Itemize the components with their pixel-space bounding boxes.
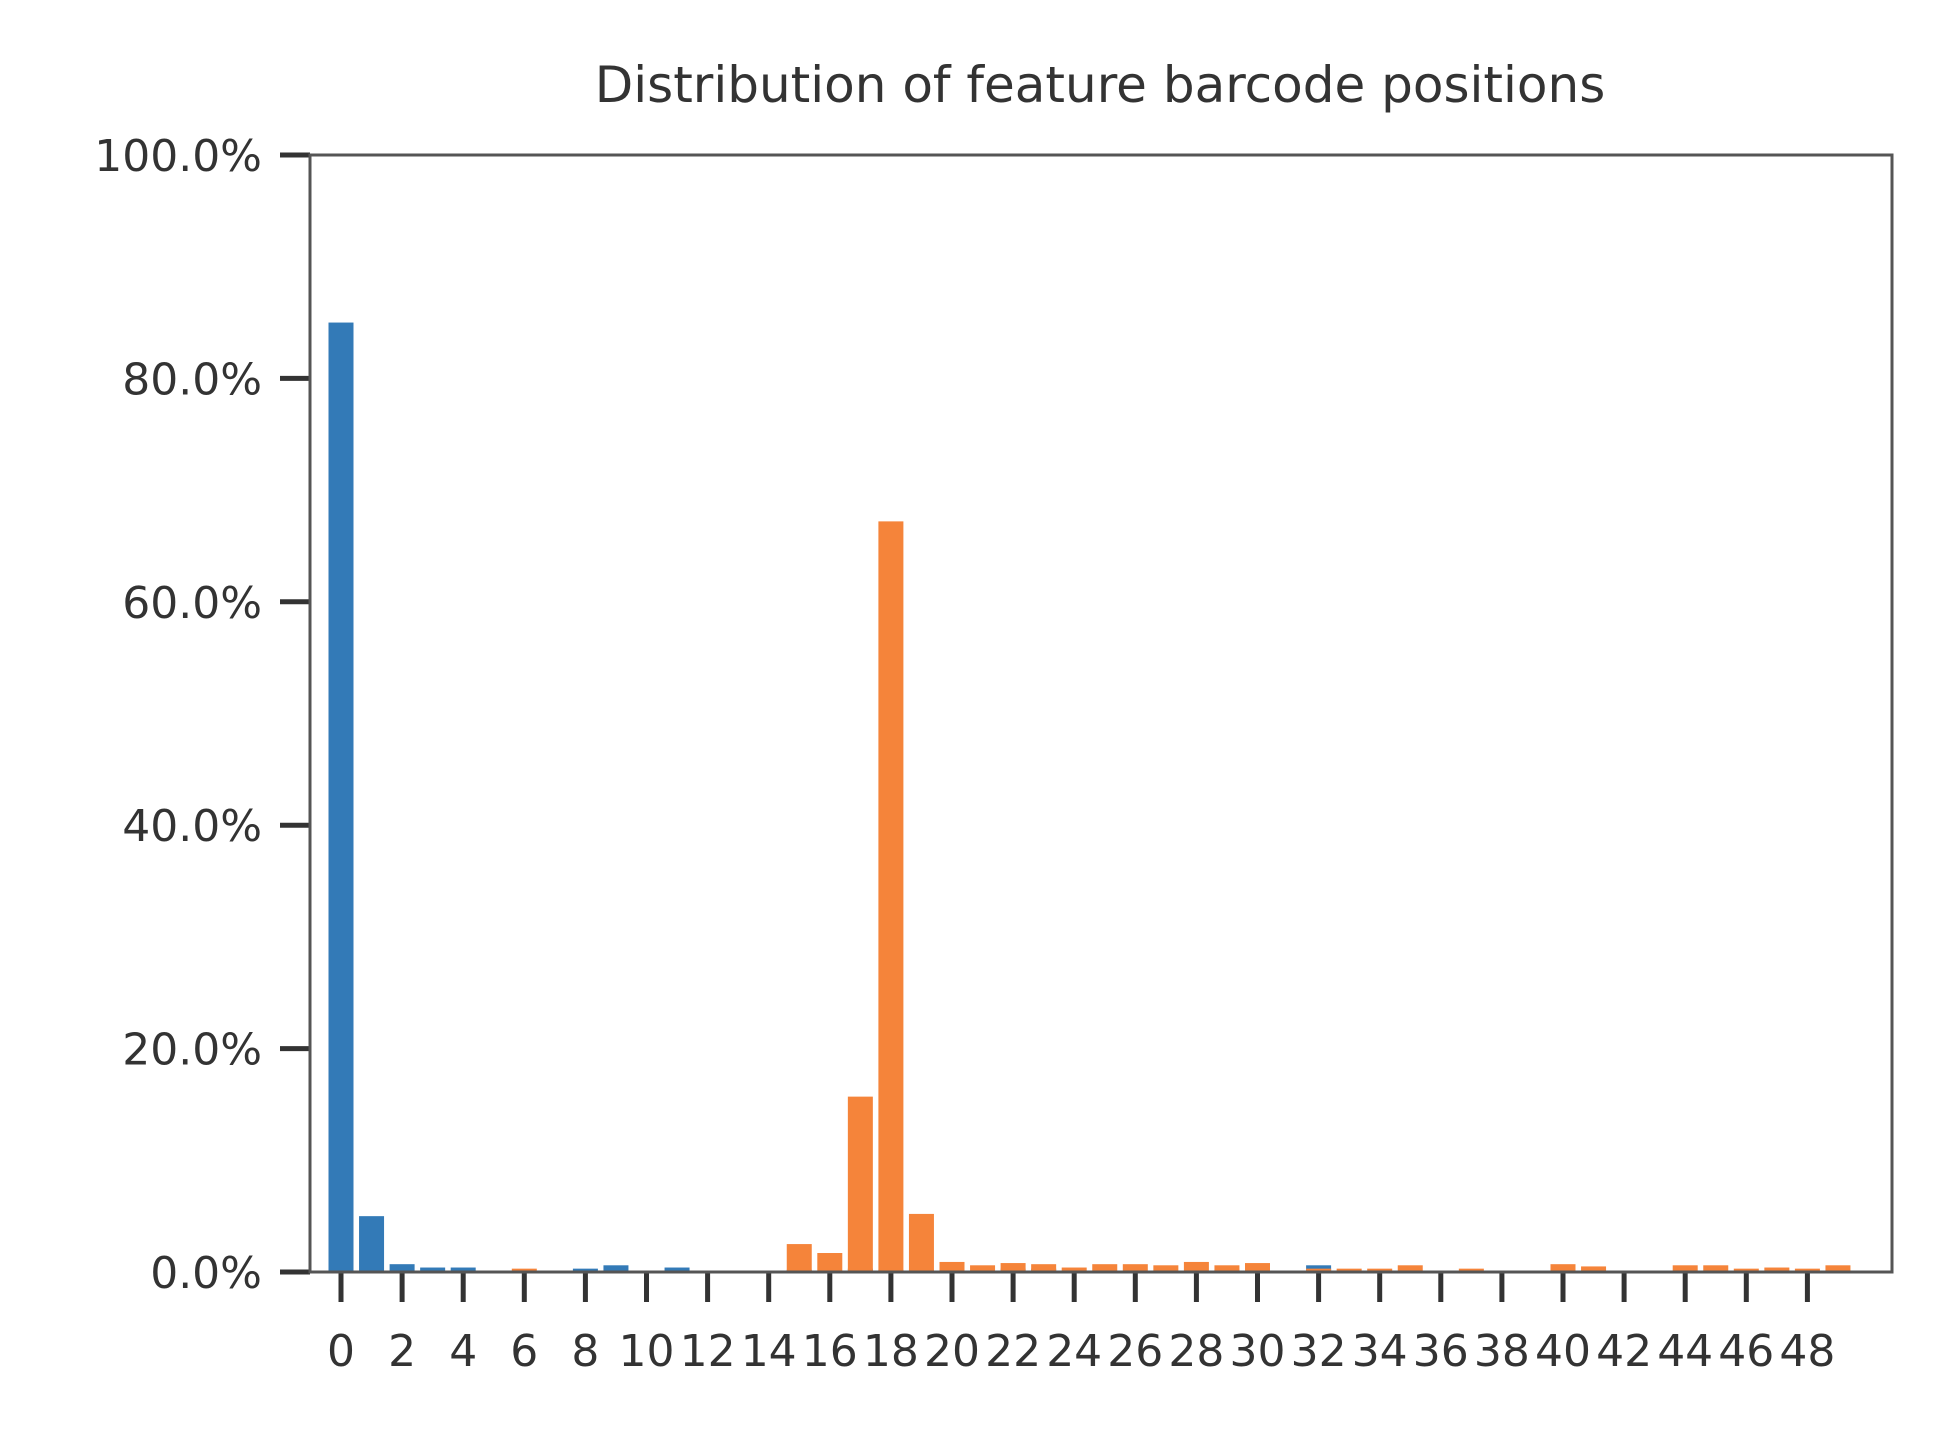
bar-series-2-pos-32 <box>1306 1268 1332 1272</box>
bar-series-1-pos-4 <box>450 1267 476 1272</box>
y-tick-label: 80.0% <box>122 354 262 405</box>
bar-series-2-pos-35 <box>1397 1265 1423 1272</box>
bar-series-2-pos-30 <box>1245 1263 1270 1272</box>
x-tick-label: 22 <box>985 1326 1041 1377</box>
bar-series-2-pos-26 <box>1122 1264 1148 1272</box>
bar-series-2-pos-46 <box>1733 1268 1759 1272</box>
bar-series-2-pos-15 <box>786 1244 812 1272</box>
x-tick-label: 26 <box>1107 1326 1163 1377</box>
bar-series-2-pos-27 <box>1153 1265 1179 1272</box>
bar-series-2-pos-45 <box>1703 1265 1729 1272</box>
bar-series-1-pos-1 <box>359 1216 385 1272</box>
bar-series-2-pos-49 <box>1825 1265 1851 1272</box>
bar-series-2-pos-28 <box>1183 1261 1209 1272</box>
x-tick-label: 30 <box>1230 1326 1286 1377</box>
bar-series-1-pos-9 <box>603 1265 629 1272</box>
x-tick-label: 42 <box>1596 1326 1652 1377</box>
bar-series-2-pos-22 <box>1000 1263 1026 1272</box>
x-tick-label: 0 <box>327 1326 355 1377</box>
bar-series-1-pos-32 <box>1306 1265 1332 1272</box>
bar-series-2-pos-19 <box>908 1213 934 1272</box>
x-tick-label: 14 <box>741 1326 797 1377</box>
bar-series-2-pos-25 <box>1092 1264 1118 1272</box>
y-tick-label: 60.0% <box>122 578 262 629</box>
x-tick-label: 48 <box>1779 1326 1835 1377</box>
x-tick-label: 18 <box>863 1326 919 1377</box>
x-tick-label: 36 <box>1413 1326 1469 1377</box>
bar-series-2-pos-18 <box>878 521 904 1272</box>
x-axis: 0 2 4 6 8 10 12 14 16 18 20 22 24 26 28 30 32 34 36 38 40 42 4… <box>327 1272 1835 1377</box>
bar-series-2-pos-16 <box>817 1253 843 1272</box>
x-tick-label: 24 <box>1046 1326 1102 1377</box>
bar-series-2-pos-47 <box>1764 1267 1790 1272</box>
y-tick-label: 40.0% <box>122 801 262 852</box>
bar-series-2-pos-29 <box>1214 1265 1240 1272</box>
x-tick-label: 38 <box>1474 1326 1530 1377</box>
y-tick-label: 0.0% <box>150 1248 262 1299</box>
bar-series-2-pos-21 <box>970 1265 996 1272</box>
y-axis: 0.0% 20.0% 40.0% 60.0% 80.0% 100.0% <box>94 131 310 1299</box>
bar-series-2-pos-41 <box>1581 1266 1607 1272</box>
bar-series-2-pos-17 <box>847 1096 873 1272</box>
bar-series-2-pos-44 <box>1672 1265 1698 1272</box>
bar-series-2-pos-6 <box>511 1268 537 1272</box>
x-tick-label: 12 <box>680 1326 736 1377</box>
bar-series-1-pos-11 <box>664 1267 690 1272</box>
x-tick-label: 20 <box>924 1326 980 1377</box>
y-tick-label: 100.0% <box>94 131 262 182</box>
bar-series-1-pos-8 <box>572 1268 598 1272</box>
x-tick-label: 6 <box>510 1326 538 1377</box>
bar-series-2-pos-37 <box>1458 1268 1484 1272</box>
bar-series-2-pos-33 <box>1336 1268 1362 1272</box>
x-tick-label: 32 <box>1291 1326 1347 1377</box>
y-tick-label: 20.0% <box>122 1025 262 1076</box>
chart-title: Distribution of feature barcode position… <box>595 56 1606 114</box>
bar-series-2-pos-23 <box>1031 1264 1057 1272</box>
x-tick-label: 8 <box>571 1326 599 1377</box>
x-tick-label: 34 <box>1352 1326 1408 1377</box>
bar-series-2-pos-24 <box>1061 1267 1087 1272</box>
x-tick-label: 40 <box>1535 1326 1591 1377</box>
bar-series-2-pos-48 <box>1794 1268 1820 1272</box>
x-tick-label: 28 <box>1168 1326 1224 1377</box>
bar-series-1-pos-0 <box>328 322 354 1272</box>
x-tick-label: 4 <box>449 1326 477 1377</box>
x-tick-label: 10 <box>619 1326 675 1377</box>
bar-series-2-pos-20 <box>939 1261 965 1272</box>
bar-series-2-pos-40 <box>1550 1264 1576 1272</box>
x-tick-label: 44 <box>1657 1326 1713 1377</box>
x-tick-label: 2 <box>388 1326 416 1377</box>
bars-group <box>328 322 1851 1272</box>
plot-frame <box>308 153 1894 1274</box>
x-tick-label: 46 <box>1718 1326 1774 1377</box>
x-tick-label: 16 <box>802 1326 858 1377</box>
bar-series-2-pos-34 <box>1367 1268 1393 1272</box>
bar-series-1-pos-2 <box>389 1264 415 1272</box>
bar-series-1-pos-3 <box>420 1267 446 1272</box>
